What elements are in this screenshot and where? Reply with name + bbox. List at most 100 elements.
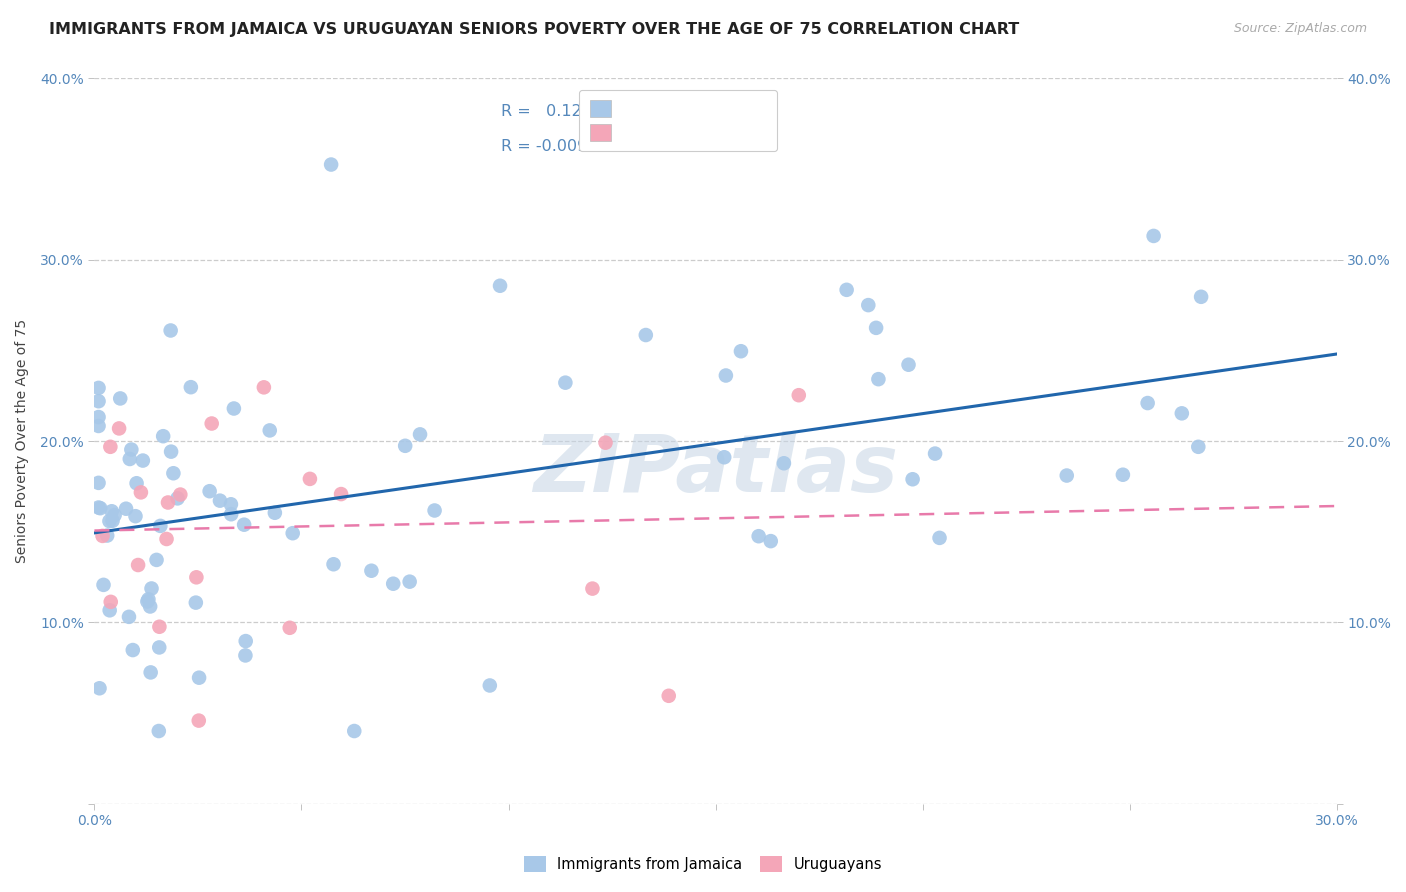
Text: R =   0.125   N = 86: R = 0.125 N = 86 (501, 103, 664, 119)
Point (1136, 396, 1159, 410)
Point (148, 724, 170, 739)
Point (897, 358, 920, 372)
Point (148, 620, 170, 634)
Point (93, 578, 115, 592)
Point (89, 501, 111, 516)
Point (773, 456, 796, 470)
Point (928, 531, 950, 545)
Point (730, 344, 752, 359)
Point (96, 528, 118, 542)
Point (835, 283, 858, 297)
Point (87, 419, 110, 434)
Y-axis label: Seniors Poverty Over the Age of 75: Seniors Poverty Over the Age of 75 (15, 319, 30, 563)
Point (595, 435, 617, 450)
Point (129, 485, 152, 500)
Point (233, 517, 256, 532)
Point (554, 376, 576, 390)
Point (298, 472, 321, 486)
Point (87, 394, 110, 409)
Point (222, 401, 245, 416)
Point (259, 424, 281, 438)
Text: IMMIGRANTS FROM JAMAICA VS URUGUAYAN SENIORS POVERTY OVER THE AGE OF 75 CORRELAT: IMMIGRANTS FROM JAMAICA VS URUGUAYAN SEN… (49, 22, 1019, 37)
Point (658, 689, 681, 703)
Point (186, 570, 208, 584)
Point (101, 514, 124, 528)
Point (409, 427, 432, 442)
Point (110, 392, 132, 406)
Point (89, 681, 111, 696)
Point (235, 634, 257, 648)
Point (132, 453, 155, 467)
Point (87, 410, 110, 425)
Point (104, 508, 127, 522)
Point (787, 388, 810, 402)
Point (1187, 440, 1209, 454)
Point (235, 648, 257, 663)
Point (865, 321, 887, 335)
Point (343, 724, 366, 739)
Point (1143, 228, 1166, 243)
Point (489, 278, 512, 293)
Point (148, 640, 170, 655)
Point (330, 487, 353, 501)
Point (748, 529, 770, 543)
Point (118, 452, 141, 467)
Point (263, 506, 285, 520)
Point (149, 519, 172, 533)
Point (1112, 467, 1135, 482)
Point (141, 582, 163, 596)
Text: ZIPatlas: ZIPatlas (533, 431, 898, 509)
Point (208, 493, 231, 508)
Point (139, 599, 162, 614)
Point (858, 298, 880, 312)
Point (118, 610, 141, 624)
Point (868, 372, 890, 386)
Point (120, 442, 142, 457)
Point (281, 526, 304, 541)
Point (423, 503, 446, 517)
Point (581, 582, 603, 596)
Point (87, 500, 110, 515)
Point (108, 421, 131, 435)
Point (278, 621, 301, 635)
Legend:                               ,                               : , (579, 90, 778, 152)
Point (180, 380, 202, 394)
Point (136, 594, 159, 608)
Point (253, 380, 276, 394)
Point (924, 447, 946, 461)
Point (901, 472, 924, 486)
Point (160, 444, 183, 458)
Point (127, 558, 149, 572)
Point (156, 495, 179, 509)
Point (145, 553, 167, 567)
Point (360, 564, 382, 578)
Point (91, 529, 114, 543)
Point (188, 671, 211, 685)
Point (398, 574, 420, 589)
Point (321, 157, 343, 171)
Point (87, 381, 110, 395)
Point (219, 507, 242, 521)
Point (478, 678, 501, 692)
Point (159, 323, 181, 337)
Point (87, 475, 110, 490)
Point (201, 417, 224, 431)
Point (169, 487, 191, 501)
Legend: Immigrants from Jamaica, Uruguayans: Immigrants from Jamaica, Uruguayans (517, 850, 889, 878)
Point (382, 576, 405, 591)
Point (1171, 406, 1194, 420)
Point (219, 497, 242, 511)
Point (100, 504, 122, 518)
Point (714, 368, 737, 383)
Point (115, 501, 138, 516)
Point (139, 665, 162, 680)
Point (98, 440, 121, 454)
Point (184, 596, 207, 610)
Point (124, 509, 146, 524)
Point (713, 450, 735, 465)
Point (759, 534, 782, 549)
Point (155, 532, 177, 546)
Point (152, 429, 174, 443)
Point (98, 514, 121, 528)
Point (138, 592, 160, 607)
